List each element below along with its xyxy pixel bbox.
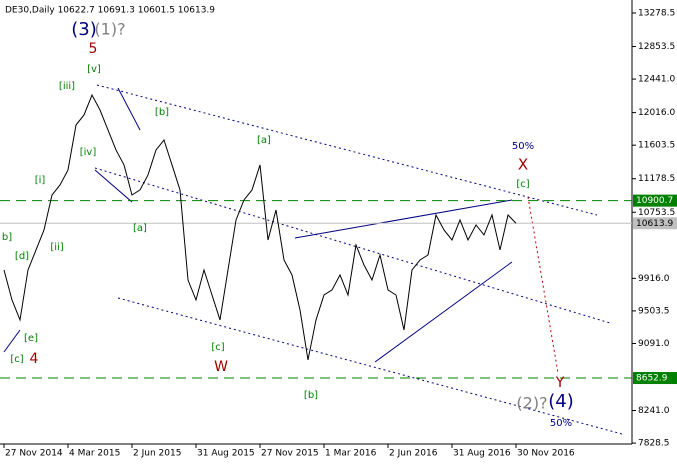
- y-tick-label: 8241.0: [638, 406, 670, 416]
- x-tick-label: 27 Nov 2015: [261, 449, 319, 459]
- wave-label: [b]: [304, 390, 318, 401]
- wave-label: [d]: [15, 251, 29, 262]
- wave-label: [v]: [87, 64, 101, 75]
- wave-label: [c]: [211, 342, 224, 353]
- wave-label: W: [214, 359, 228, 375]
- wave-label: (4): [548, 391, 574, 412]
- wave-label: Y: [555, 375, 565, 391]
- x-tick-label: 31 Aug 2015: [197, 449, 255, 459]
- wave-label: [c]: [516, 179, 529, 190]
- y-tick-label: 12016.0: [638, 108, 675, 118]
- y-tick-label: 12441.0: [638, 75, 675, 85]
- price-label-box: [633, 217, 677, 230]
- y-tick-label: 10753.5: [638, 208, 675, 218]
- x-tick-label: 30 Nov 2016: [517, 449, 575, 459]
- wave-label: [i]: [35, 175, 46, 186]
- x-tick-label: 27 Nov 2014: [5, 449, 63, 459]
- channel-line: [117, 297, 623, 435]
- wave-label: 4: [30, 351, 39, 367]
- x-tick-label: 1 Mar 2016: [325, 449, 377, 459]
- y-tick-label: 11603.5: [638, 141, 675, 151]
- wave-label: [ii]: [50, 242, 63, 253]
- triangle-line: [294, 199, 513, 239]
- wave-label: b]: [2, 232, 12, 243]
- channel-line: [96, 84, 598, 216]
- x-tick-label: 4 Mar 2015: [69, 449, 120, 459]
- y-tick-label: 9916.0: [638, 274, 670, 284]
- wave-label: [a]: [133, 223, 147, 234]
- y-tick-label: 9091.0: [638, 339, 670, 349]
- triangle-line: [374, 261, 513, 363]
- wave-label: [iv]: [80, 147, 97, 158]
- y-tick-label: 9503.5: [638, 306, 670, 316]
- x-tick-label: 31 Aug 2016: [453, 449, 511, 459]
- x-tick-label: 2 Jun 2016: [389, 449, 438, 459]
- price-label: 8652.9: [636, 374, 668, 384]
- trend-lines: [3, 84, 623, 435]
- y-tick-label: 11178.5: [638, 174, 675, 184]
- chart-header: DE30,Daily 10622.7 10691.3 10601.5 10613…: [5, 6, 215, 16]
- y-tick-label: 12853.5: [638, 42, 675, 52]
- wedge-line: [3, 329, 21, 353]
- wave-label: [e]: [24, 333, 38, 344]
- x-tick-label: 2 Jun 2015: [133, 449, 181, 459]
- wave-label: 50%: [550, 418, 572, 429]
- wave-label: (2)?: [516, 394, 547, 413]
- wave-label: 50%: [512, 141, 534, 152]
- wave-label: [c]: [10, 354, 23, 365]
- wedge-line: [94, 169, 133, 203]
- wave-label: [a]: [257, 135, 271, 146]
- wave-label: [iii]: [59, 81, 75, 92]
- wedge-line: [117, 87, 141, 131]
- y-tick-label: 7828.5: [638, 439, 670, 449]
- price-label: 10900.7: [636, 196, 673, 206]
- wave-label: (3): [71, 19, 97, 40]
- wave-label: (1)?: [94, 20, 125, 39]
- price-line: [3, 93, 517, 361]
- price-label: 10613.9: [636, 219, 673, 229]
- wave-label: X: [518, 156, 528, 174]
- y-tick-label: 13278.5: [638, 8, 675, 18]
- wave-label: 5: [89, 41, 98, 57]
- wave-label: [b]: [155, 107, 169, 118]
- price-label-box: [633, 372, 677, 385]
- price-label-box: [633, 194, 677, 207]
